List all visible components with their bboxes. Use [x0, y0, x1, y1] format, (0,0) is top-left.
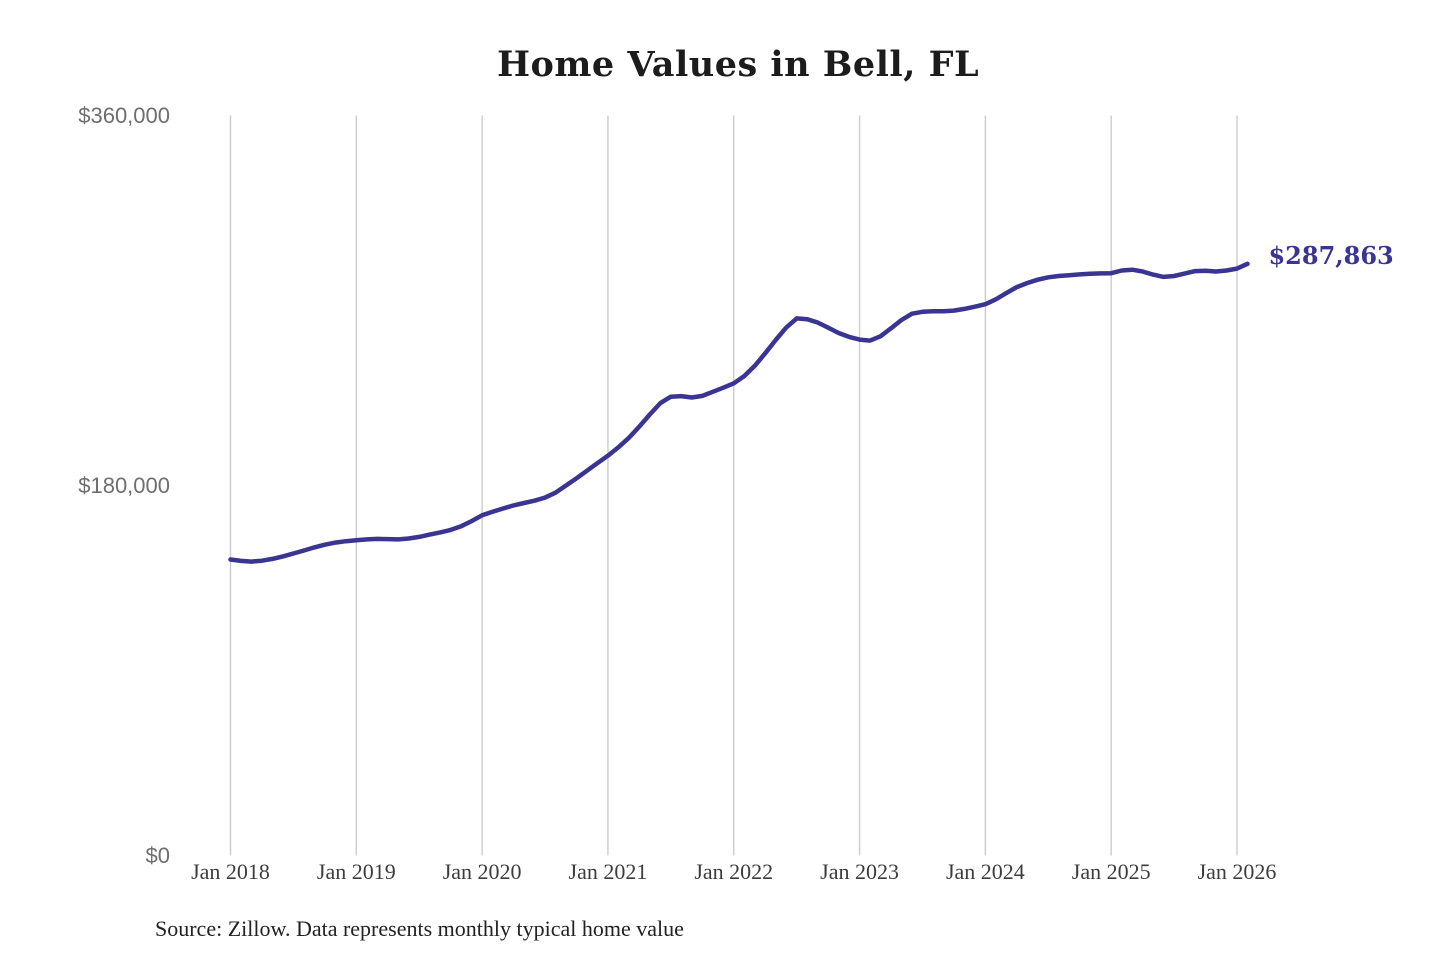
x-tick-label: Jan 2020	[442, 859, 522, 884]
x-tick-label: Jan 2021	[568, 859, 648, 884]
home-value-line	[228, 261, 1250, 564]
source-note: Source: Zillow. Data represents monthly …	[155, 916, 684, 941]
chart-title: Home Values in Bell, FL	[496, 44, 980, 85]
value-line	[228, 261, 1250, 564]
y-tick-label: $0	[145, 842, 170, 868]
x-tick-label: Jan 2022	[694, 859, 774, 884]
y-tick-label: $180,000	[78, 472, 170, 498]
x-tick-label: Jan 2018	[191, 859, 270, 884]
x-tick-label: Jan 2019	[316, 859, 396, 884]
y-tick-label: $360,000	[78, 102, 170, 128]
x-tick-label: Jan 2026	[1197, 859, 1277, 884]
end-value-label: $287,863	[1268, 240, 1394, 270]
gridlines	[229, 115, 1238, 856]
x-tick-label: Jan 2025	[1071, 859, 1151, 884]
x-tick-label: Jan 2023	[820, 859, 899, 884]
x-tick-label: Jan 2024	[945, 859, 1025, 884]
